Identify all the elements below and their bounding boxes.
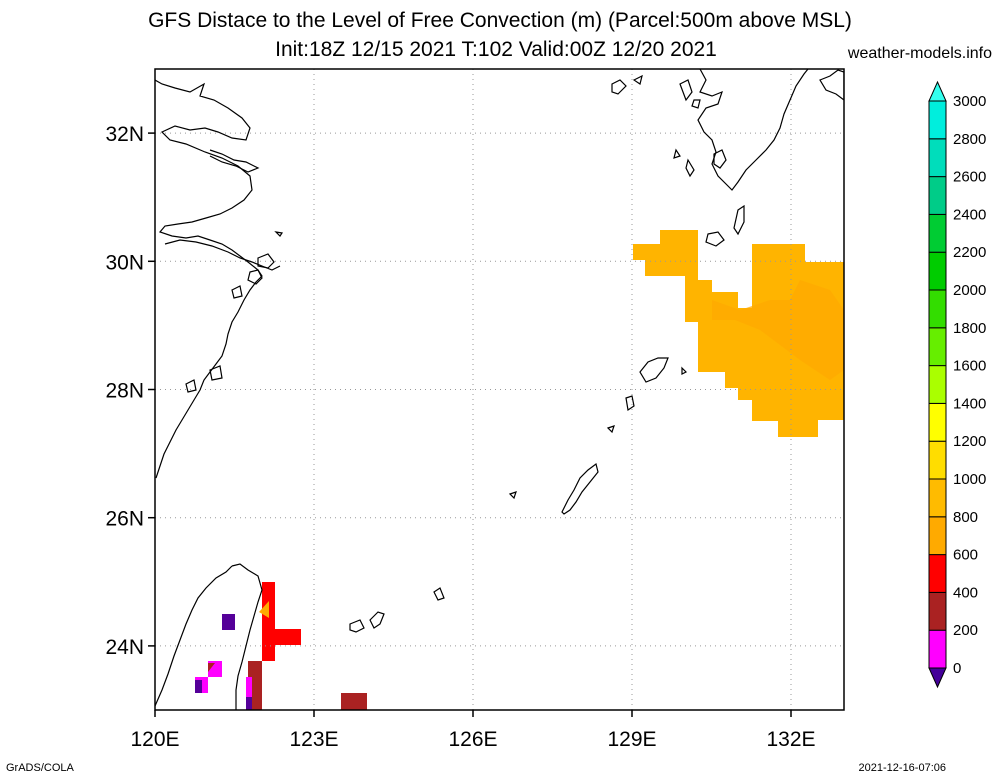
colorbar-box <box>928 289 947 329</box>
map-grid <box>154 69 844 710</box>
map-axes: 32N 30N 28N 26N 24N 120E 123E 126E 129E 132E <box>105 123 815 751</box>
island-tokunoshima <box>681 366 688 375</box>
lfc-region-brown-2 <box>341 693 367 710</box>
footer-software: GrADS/COLA <box>6 762 74 774</box>
lon-tick-label: 123E <box>289 728 338 751</box>
island-amami <box>639 357 669 383</box>
lfc-region-orange-core <box>712 280 844 380</box>
colorbar-label: 1400 <box>953 395 986 412</box>
colorbar-box <box>928 591 947 631</box>
colorbar: 0 200 400 600 800 1000 1200 1400 1600 1800 2000 220… <box>928 80 986 689</box>
footer-timestamp: 2021-12-16-07:06 <box>858 762 946 774</box>
colorbar-label: 1600 <box>953 358 986 375</box>
colorbar-box <box>928 554 947 593</box>
colorbar-label: 3000 <box>953 93 986 110</box>
lat-tick-label: 32N <box>105 123 144 146</box>
lfc-region-purple-1 <box>222 614 235 630</box>
lat-tick-label: 28N <box>105 380 144 403</box>
coastlines <box>155 69 844 710</box>
lfc-region-orange-taiwan <box>259 601 269 618</box>
colorbar-under-arrow <box>928 667 947 689</box>
island-goto-1 <box>673 148 681 159</box>
lfc-region-purple-3 <box>246 697 252 710</box>
island-coastal-3 <box>231 285 243 299</box>
lon-tick-label: 132E <box>766 728 815 751</box>
colorbar-label: 1000 <box>953 471 986 488</box>
coastline-kyushu <box>697 69 809 191</box>
colorbar-over-arrow <box>928 80 947 102</box>
island-tanegashima <box>733 204 745 236</box>
island-kume <box>508 491 517 500</box>
island-small-1 <box>274 231 284 237</box>
island-miyako <box>433 587 445 601</box>
colorbar-label: 400 <box>953 584 978 601</box>
colorbar-label: 2000 <box>953 282 986 299</box>
lfc-region-orange <box>633 230 844 437</box>
island-small-2 <box>247 269 263 285</box>
island-okinoerabu <box>625 395 635 412</box>
colorbar-box <box>928 176 947 215</box>
colorbar-label: 2600 <box>953 169 986 186</box>
colorbar-label: 1800 <box>953 320 986 337</box>
coastline-taiwan <box>155 563 263 710</box>
island-iki <box>691 99 701 109</box>
island-tsushima <box>679 79 693 102</box>
lon-tick-label: 126E <box>448 728 497 751</box>
colorbar-label: 1200 <box>953 433 986 450</box>
island-coastal-1 <box>185 379 197 393</box>
lfc-region-purple-2 <box>195 680 202 693</box>
colorbar-box <box>928 138 947 178</box>
colorbar-label: 600 <box>953 547 978 564</box>
colorbar-box <box>928 402 947 442</box>
lfc-region-red <box>262 582 301 661</box>
colorbar-box <box>928 251 947 291</box>
colorbar-box <box>928 478 947 518</box>
island-goto-2 <box>685 158 695 178</box>
colorbar-label: 800 <box>953 509 978 526</box>
lat-tick-label: 30N <box>105 251 144 274</box>
colorbar-box <box>928 365 947 404</box>
lat-tick-label: 24N <box>105 636 144 659</box>
island-okinawa <box>561 462 599 515</box>
lfc-field <box>195 230 844 710</box>
island-iriomote <box>349 619 365 633</box>
colorbar-box <box>928 440 947 480</box>
coastline-china <box>155 79 263 479</box>
source-label: weather-models.info <box>847 45 992 62</box>
chart-title-line1: GFS Distace to the Level of Free Convect… <box>148 9 852 32</box>
colorbar-label: 0 <box>953 660 961 677</box>
island-zhoushan <box>257 253 275 269</box>
colorbar-label: 2800 <box>953 131 986 148</box>
chart-title-line2: Init:18Z 12/15 2021 T:102 Valid:00Z 12/2… <box>275 38 717 61</box>
island-ishigaki <box>369 611 385 629</box>
island-yoron <box>606 425 615 434</box>
lat-tick-label: 26N <box>105 508 144 531</box>
colorbar-box <box>928 100 947 140</box>
island-coastal-2 <box>209 365 223 381</box>
lon-tick-label: 120E <box>130 728 179 751</box>
island-yakushima <box>705 231 725 247</box>
colorbar-box <box>928 327 947 367</box>
island-goto-3 <box>611 79 627 95</box>
colorbar-box <box>928 516 947 556</box>
coastline-yangtze <box>209 149 260 173</box>
colorbar-box <box>928 629 947 669</box>
lon-tick-label: 129E <box>607 728 656 751</box>
island-amakusa <box>713 149 727 169</box>
colorbar-label: 2400 <box>953 206 986 223</box>
colorbar-box <box>928 213 947 253</box>
coast-shikoku <box>819 69 844 101</box>
colorbar-label: 200 <box>953 622 978 639</box>
lfc-region-brown-3 <box>208 663 215 672</box>
island-goto-4 <box>632 74 643 85</box>
colorbar-label: 2200 <box>953 244 986 261</box>
lfc-region-magenta-4 <box>246 677 252 697</box>
